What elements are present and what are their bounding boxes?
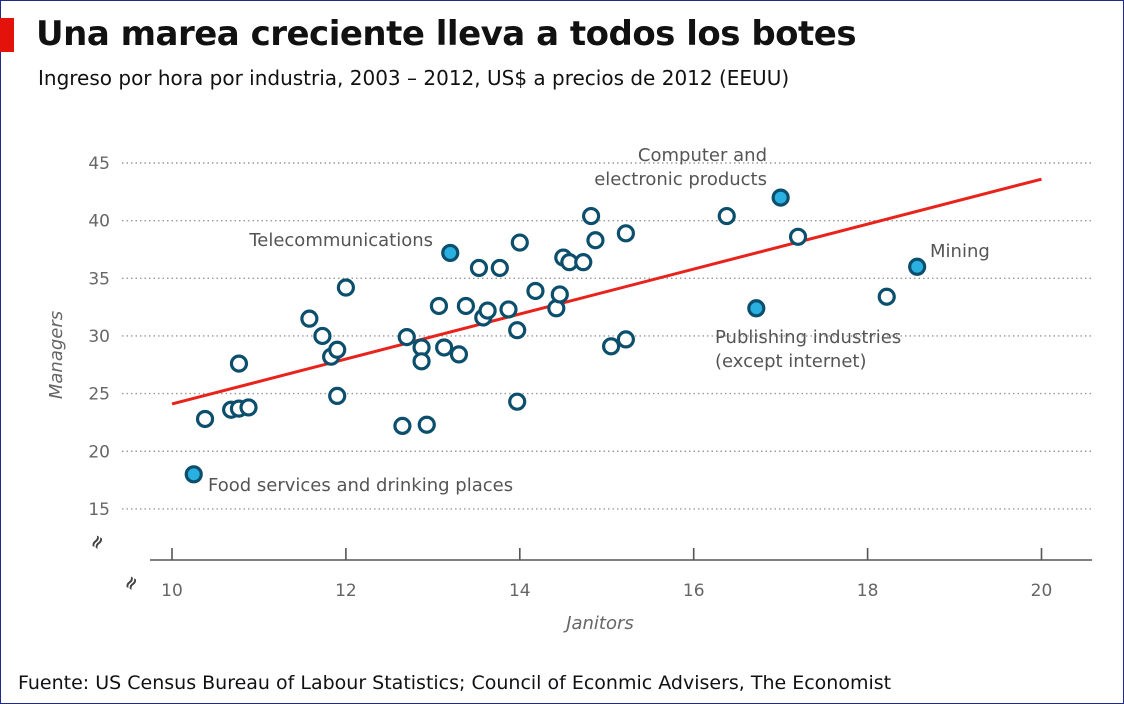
x-axis-title: Janitors: [563, 613, 634, 634]
data-point: [435, 338, 454, 357]
data-point: [490, 258, 509, 278]
y-axis-break-mark: ≈: [85, 530, 111, 554]
highlighted-data-point: [908, 257, 927, 276]
data-point: [586, 231, 605, 250]
brand-accent-tag: [0, 18, 14, 52]
data-point: [788, 227, 808, 246]
chart-title: Una marea creciente lleva a todos los bo…: [36, 14, 857, 54]
y-tick-label-35: 35: [88, 269, 110, 289]
data-point: [397, 328, 416, 347]
data-point: [429, 296, 449, 316]
annotation-telecommunications: Telecommunications: [248, 230, 433, 251]
y-axis-title: Managers: [46, 311, 67, 399]
annotation-publishing-line-1: Publishing industries: [715, 327, 901, 348]
x-tick-label-10: 10: [161, 581, 183, 601]
highlighted-data-point: [747, 299, 766, 318]
data-point: [877, 287, 896, 306]
data-point: [510, 233, 529, 252]
data-point: [469, 258, 489, 278]
source-note: Fuente: US Census Bureau of Labour Stati…: [18, 672, 892, 694]
data-point: [550, 285, 569, 304]
y-tick-label-25: 25: [88, 385, 110, 405]
annotations: Food services and drinking places Telecom…: [208, 145, 990, 496]
annotation-publishing-line-2: (except internet): [715, 351, 866, 372]
y-tick-label-45: 45: [88, 154, 110, 174]
trendline: [171, 177, 1042, 406]
data-point: [478, 301, 497, 320]
data-point: [601, 337, 621, 356]
data-point: [195, 409, 215, 429]
data-point: [328, 340, 347, 359]
highlighted-data-point: [184, 465, 203, 484]
data-point: [616, 224, 635, 243]
x-tick-label-14: 14: [509, 581, 531, 601]
x-tick-labels: 10 12 14 16 18 20: [161, 581, 1052, 601]
y-tick-label-20: 20: [88, 442, 110, 462]
annotation-computer-electronic-line-2: electronic products: [594, 169, 767, 190]
data-point: [417, 415, 436, 434]
data-point: [526, 281, 545, 301]
data-point: [581, 206, 601, 226]
data-point: [300, 309, 319, 328]
annotation-mining: Mining: [930, 241, 990, 262]
x-axis-break-mark: ≈: [119, 571, 145, 595]
y-tick-label-30: 30: [88, 327, 110, 347]
data-point: [574, 253, 593, 272]
annotation-computer-electronic-line-1: Computer and: [638, 145, 767, 166]
data-point: [499, 300, 518, 319]
data-point: [336, 278, 355, 297]
gridlines: [122, 162, 1092, 510]
data-point: [412, 352, 431, 371]
data-point: [393, 416, 412, 435]
annotation-food-services: Food services and drinking places: [208, 475, 513, 496]
x-tick-label-12: 12: [335, 581, 357, 601]
data-point: [449, 345, 469, 364]
highlighted-data-point: [771, 188, 790, 207]
trendline-group: [171, 177, 1042, 406]
data-point: [717, 206, 736, 226]
x-tick-label-18: 18: [857, 581, 879, 601]
y-tick-label-15: 15: [88, 500, 110, 520]
data-point: [456, 296, 475, 316]
data-point: [616, 330, 635, 349]
data-point: [328, 386, 347, 406]
y-tick-label-40: 40: [88, 212, 110, 232]
data-point: [508, 392, 527, 411]
highlighted-data-point: [441, 243, 460, 263]
data-point: [313, 326, 332, 346]
data-point: [229, 354, 249, 373]
chart-subtitle: Ingreso por hora por industria, 2003 – 2…: [38, 66, 790, 90]
y-tick-labels: 15 20 25 30 35 40 45: [88, 154, 110, 520]
data-points: [184, 188, 927, 484]
data-point: [508, 321, 527, 340]
x-tick-label-16: 16: [683, 581, 705, 601]
data-point: [239, 398, 258, 417]
x-axis: [150, 548, 1092, 561]
x-tick-label-20: 20: [1031, 581, 1053, 601]
